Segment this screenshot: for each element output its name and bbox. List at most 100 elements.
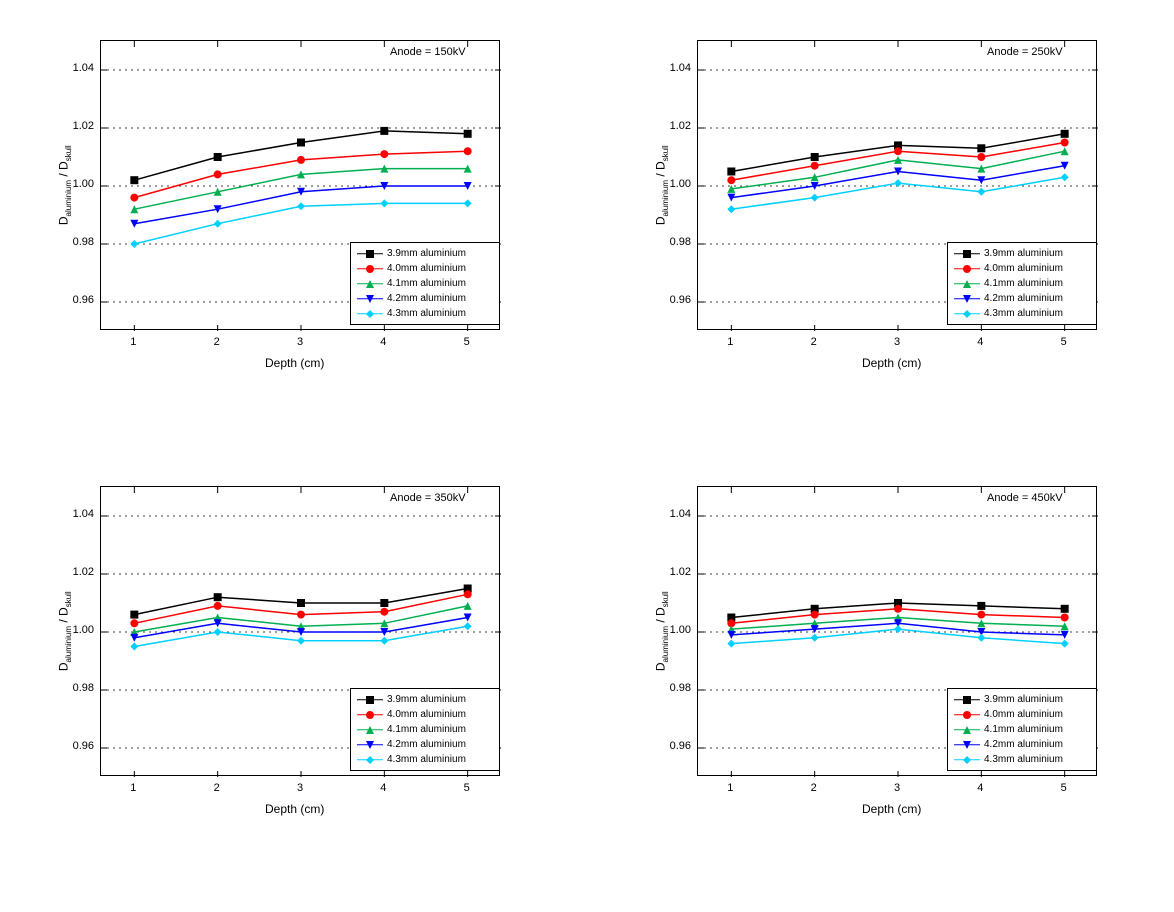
legend-row: 3.9mm aluminium [357, 692, 493, 707]
panel-0: 123450.960.981.001.021.04Daluminium / Ds… [20, 30, 557, 436]
x-tick-label: 4 [970, 336, 990, 348]
legend-label: 4.2mm aluminium [387, 293, 466, 304]
series-marker [1061, 173, 1069, 181]
legend-row: 3.9mm aluminium [357, 246, 493, 261]
legend: 3.9mm aluminium 4.0mm aluminium 4.1mm al… [947, 242, 1097, 325]
series-marker [297, 637, 305, 645]
series-marker [380, 608, 388, 616]
anode-label: Anode = 250kV [987, 46, 1063, 58]
series-marker [977, 188, 985, 196]
series-marker [727, 640, 735, 648]
series-marker [1061, 130, 1069, 138]
x-tick-label: 1 [123, 782, 143, 794]
series-marker [130, 619, 138, 627]
legend-row: 4.3mm aluminium [357, 752, 493, 767]
series-marker [977, 611, 985, 619]
legend-swatch [954, 248, 980, 260]
x-tick-label: 5 [1054, 336, 1074, 348]
x-tick-label: 1 [123, 336, 143, 348]
legend-row: 4.3mm aluminium [357, 306, 493, 321]
legend-swatch [954, 709, 980, 721]
y-axis-label: Daluminium / Dskull [654, 591, 670, 671]
x-tick-label: 1 [720, 336, 740, 348]
legend-swatch [954, 293, 980, 305]
y-tick-label: 1.02 [58, 566, 94, 578]
legend-label: 4.3mm aluminium [984, 754, 1063, 765]
y-axis-label: Daluminium / Dskull [57, 145, 73, 225]
y-tick-label: 1.04 [655, 62, 691, 74]
series-marker [380, 637, 388, 645]
legend-swatch [357, 293, 383, 305]
x-axis-label: Depth (cm) [862, 356, 921, 370]
x-tick-label: 3 [887, 782, 907, 794]
legend-label: 4.2mm aluminium [984, 293, 1063, 304]
chart-grid: 123450.960.981.001.021.04Daluminium / Ds… [0, 0, 1174, 912]
legend-row: 4.3mm aluminium [954, 752, 1090, 767]
series-marker [380, 127, 388, 135]
legend-label: 4.3mm aluminium [984, 308, 1063, 319]
series-marker [297, 599, 305, 607]
x-tick-label: 4 [970, 782, 990, 794]
series-marker [894, 179, 902, 187]
panel-1: 123450.960.981.001.021.04Daluminium / Ds… [617, 30, 1154, 436]
x-axis-label: Depth (cm) [862, 802, 921, 816]
series-marker [727, 205, 735, 213]
legend: 3.9mm aluminium 4.0mm aluminium 4.1mm al… [350, 242, 500, 325]
x-tick-label: 5 [457, 336, 477, 348]
x-tick-label: 3 [290, 336, 310, 348]
legend-row: 4.0mm aluminium [954, 707, 1090, 722]
series-marker [1061, 139, 1069, 147]
series-marker [130, 611, 138, 619]
legend-swatch [954, 754, 980, 766]
legend-label: 3.9mm aluminium [984, 248, 1063, 259]
x-tick-label: 2 [804, 782, 824, 794]
panel-2: 123450.960.981.001.021.04Daluminium / Ds… [20, 476, 557, 882]
x-tick-label: 4 [373, 782, 393, 794]
series-marker [811, 153, 819, 161]
series-marker [464, 147, 472, 155]
y-tick-label: 1.02 [655, 120, 691, 132]
series-marker [214, 602, 222, 610]
series-marker [1061, 614, 1069, 622]
y-tick-label: 1.04 [58, 508, 94, 520]
x-tick-label: 1 [720, 782, 740, 794]
y-tick-label: 1.04 [655, 508, 691, 520]
legend-row: 4.2mm aluminium [357, 291, 493, 306]
series-marker [214, 170, 222, 178]
series-marker [811, 194, 819, 202]
series-marker [977, 634, 985, 642]
x-tick-label: 2 [207, 782, 227, 794]
series-marker [1061, 605, 1069, 613]
y-axis-label: Daluminium / Dskull [654, 145, 670, 225]
series-marker [214, 628, 222, 636]
x-tick-label: 3 [290, 782, 310, 794]
series-marker [727, 176, 735, 184]
y-tick-label: 0.98 [58, 682, 94, 694]
y-tick-label: 1.04 [58, 62, 94, 74]
legend: 3.9mm aluminium 4.0mm aluminium 4.1mm al… [350, 688, 500, 771]
legend-swatch [357, 754, 383, 766]
x-tick-label: 5 [1054, 782, 1074, 794]
anode-label: Anode = 150kV [390, 46, 466, 58]
legend-swatch [954, 739, 980, 751]
legend-row: 4.1mm aluminium [954, 276, 1090, 291]
legend-label: 4.2mm aluminium [387, 739, 466, 750]
legend-row: 4.1mm aluminium [954, 722, 1090, 737]
anode-label: Anode = 350kV [390, 492, 466, 504]
y-tick-label: 0.96 [655, 740, 691, 752]
legend-swatch [357, 739, 383, 751]
legend-swatch [357, 263, 383, 275]
series-marker [894, 605, 902, 613]
x-tick-label: 3 [887, 336, 907, 348]
series-marker [1061, 640, 1069, 648]
y-tick-label: 0.98 [655, 682, 691, 694]
y-tick-label: 0.96 [655, 294, 691, 306]
x-axis-label: Depth (cm) [265, 356, 324, 370]
series-marker [811, 162, 819, 170]
legend-swatch [357, 248, 383, 260]
series-marker [130, 194, 138, 202]
series-marker [380, 199, 388, 207]
legend-label: 3.9mm aluminium [387, 248, 466, 259]
series-marker [297, 139, 305, 147]
x-tick-label: 5 [457, 782, 477, 794]
